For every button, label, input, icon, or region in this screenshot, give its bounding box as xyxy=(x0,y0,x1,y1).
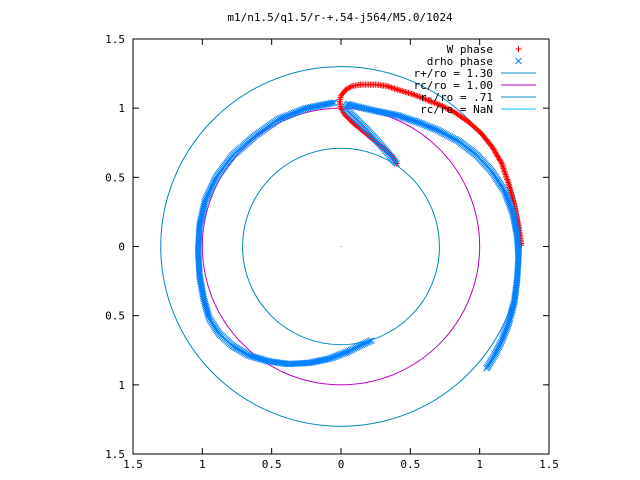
point-0-16-1 xyxy=(385,83,392,90)
legend-label-2: r+/ro = 1.30 xyxy=(414,67,493,80)
x-tick-label-0: 1.5 xyxy=(123,458,143,471)
point-0-11-4 xyxy=(347,83,354,90)
legend-key-0 xyxy=(515,46,522,52)
y-tick-label-6: 1.5 xyxy=(105,448,125,461)
x-tick-label-2: 0.5 xyxy=(262,458,282,471)
point-0-24-11 xyxy=(498,159,505,166)
point-0-16-2 xyxy=(386,84,393,91)
center-point xyxy=(340,245,342,248)
circle-2 xyxy=(242,147,440,346)
x-tick-label-1: 1 xyxy=(199,458,206,471)
x-tick-label-5: 1 xyxy=(476,458,483,471)
chart-title: m1/n1.5/q1.5/r-+.54-j564/M5.0/1024 xyxy=(227,11,453,24)
y-tick-label-2: 0.5 xyxy=(105,171,125,184)
point-1-44-5 xyxy=(366,337,374,345)
point-1-45 xyxy=(368,337,375,344)
x-tick-label-3: 0 xyxy=(338,458,345,471)
legend-label-4: r-/ro = .71 xyxy=(420,91,493,104)
series-1 xyxy=(194,99,522,372)
y-tick-label-1: 1 xyxy=(118,102,125,115)
point-1-23 xyxy=(483,364,490,372)
y-tick-label-3: 0 xyxy=(118,241,125,254)
point-0-16-6 xyxy=(393,86,400,93)
y-tick-label-4: 0.5 xyxy=(105,310,125,323)
point-0-16-3 xyxy=(388,84,395,91)
point-0-16-7 xyxy=(394,86,401,93)
axes-layer: 1.5 1 0.5 0 0.5 1 1.51.510.500.511.5 xyxy=(105,33,559,471)
legend-label-1: drho phase xyxy=(427,55,493,68)
x-tick-label-4: 0.5 xyxy=(400,458,420,471)
point-0-16-4 xyxy=(390,85,396,92)
y-tick-label-5: 1 xyxy=(118,379,125,392)
y-tick-label-0: 1.5 xyxy=(105,33,125,46)
legend-key-1 xyxy=(515,57,522,65)
x-tick-label-6: 1.5 xyxy=(539,458,559,471)
point-0-16-5 xyxy=(391,85,398,92)
series-layer xyxy=(194,81,525,372)
legend-label-3: rc/ro = 1.00 xyxy=(414,79,493,92)
legend-label-5: rc/ro = NaN xyxy=(420,103,493,116)
legend-label-0: W phase xyxy=(447,43,493,56)
